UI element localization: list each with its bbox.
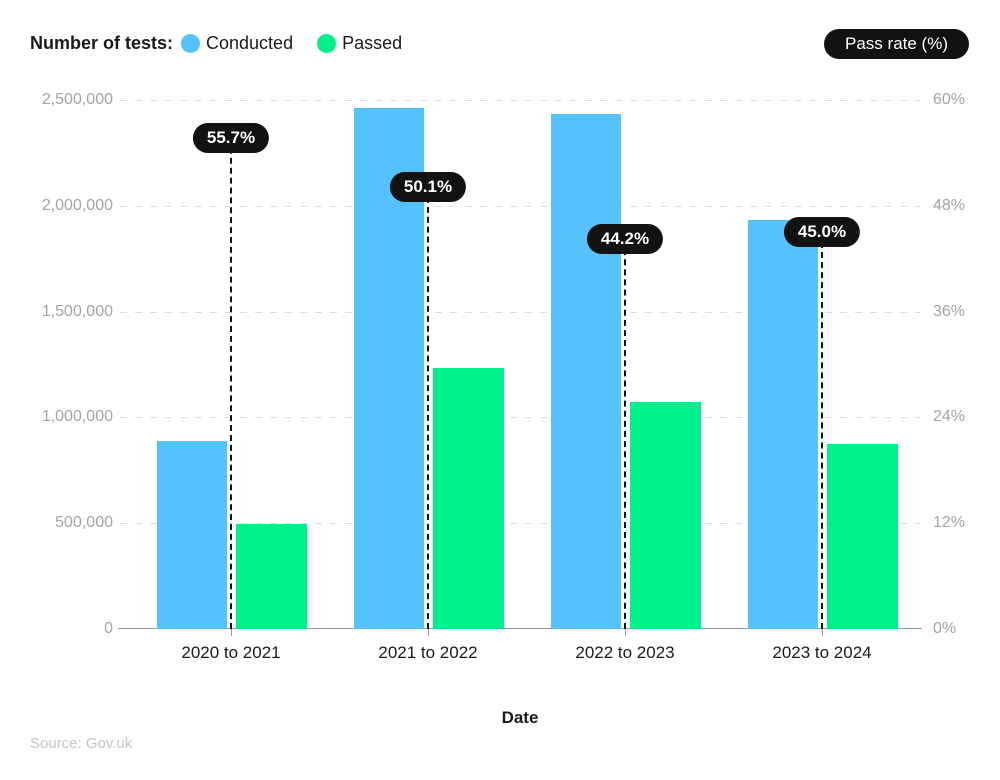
legend: Number of tests: Conducted Passed <box>30 31 426 55</box>
left-axis-tick-label: 1,500,000 <box>41 302 113 320</box>
pass-rate-label: 50.1% <box>389 172 467 203</box>
source-note: Source: Gov.uk <box>30 735 133 752</box>
gridline <box>120 311 920 313</box>
x-category-label: 2020 to 2021 <box>181 643 281 662</box>
gridline <box>120 205 920 207</box>
pass-rate-line <box>821 232 823 629</box>
legend-label-passed: Passed <box>342 32 403 53</box>
right-axis-tick-label: 12% <box>933 514 966 532</box>
gridline <box>120 417 920 419</box>
left-axis-tick-label: 1,000,000 <box>41 408 113 426</box>
pass-rate-line <box>230 137 232 629</box>
x-axis-line <box>118 628 922 629</box>
left-axis-tick-label: 500,000 <box>55 514 113 532</box>
pass-rate-axis-badge: Pass rate (%) <box>824 29 969 59</box>
x-category-label: 2022 to 2023 <box>575 643 675 662</box>
x-axis-title: Date <box>501 708 539 727</box>
plot-area: 0 0% 500,000 12% 1,000,000 24% 1,500,000 36% 2,0… <box>42 91 965 662</box>
passed-bar <box>630 401 701 629</box>
pass-rate-label: 45.0% <box>783 217 861 248</box>
right-axis-tick-label: 60% <box>933 91 966 108</box>
conducted-swatch-icon <box>181 33 201 53</box>
left-axis-tick-label: 2,000,000 <box>41 196 113 214</box>
pass-rate-label: 55.7% <box>192 122 270 153</box>
pass-rate-line <box>427 187 429 629</box>
legend-item-passed: Passed <box>317 33 402 54</box>
right-axis-tick-label: 24% <box>933 408 966 426</box>
x-axis-tick <box>428 629 429 636</box>
gridline <box>120 523 920 525</box>
left-axis-tick-label: 0 <box>104 620 113 637</box>
x-axis-tick <box>625 629 626 636</box>
legend-label-conducted: Conducted <box>206 32 294 53</box>
pass-rate-label: 44.2% <box>586 224 664 255</box>
left-axis-tick-label: 2,500,000 <box>41 91 113 108</box>
passed-bar <box>827 443 898 629</box>
x-axis-tick <box>231 629 232 636</box>
right-axis-tick-label: 48% <box>933 196 966 214</box>
x-category-label: 2021 to 2022 <box>378 643 478 662</box>
right-axis-tick-label: 36% <box>933 302 966 320</box>
conducted-bar <box>551 113 621 629</box>
pass-rate-line <box>624 239 626 629</box>
x-category-label: 2023 to 2024 <box>772 643 872 662</box>
passed-bar <box>433 367 504 629</box>
passed-bar <box>236 524 307 629</box>
conducted-bar <box>748 219 818 629</box>
legend-item-conducted: Conducted <box>181 33 293 54</box>
conducted-bar <box>157 440 227 629</box>
gridline <box>120 100 920 101</box>
passed-swatch-icon <box>317 33 337 53</box>
right-axis-tick-label: 0% <box>933 620 957 637</box>
x-axis-tick <box>822 629 823 636</box>
legend-title: Number of tests: <box>30 32 174 53</box>
